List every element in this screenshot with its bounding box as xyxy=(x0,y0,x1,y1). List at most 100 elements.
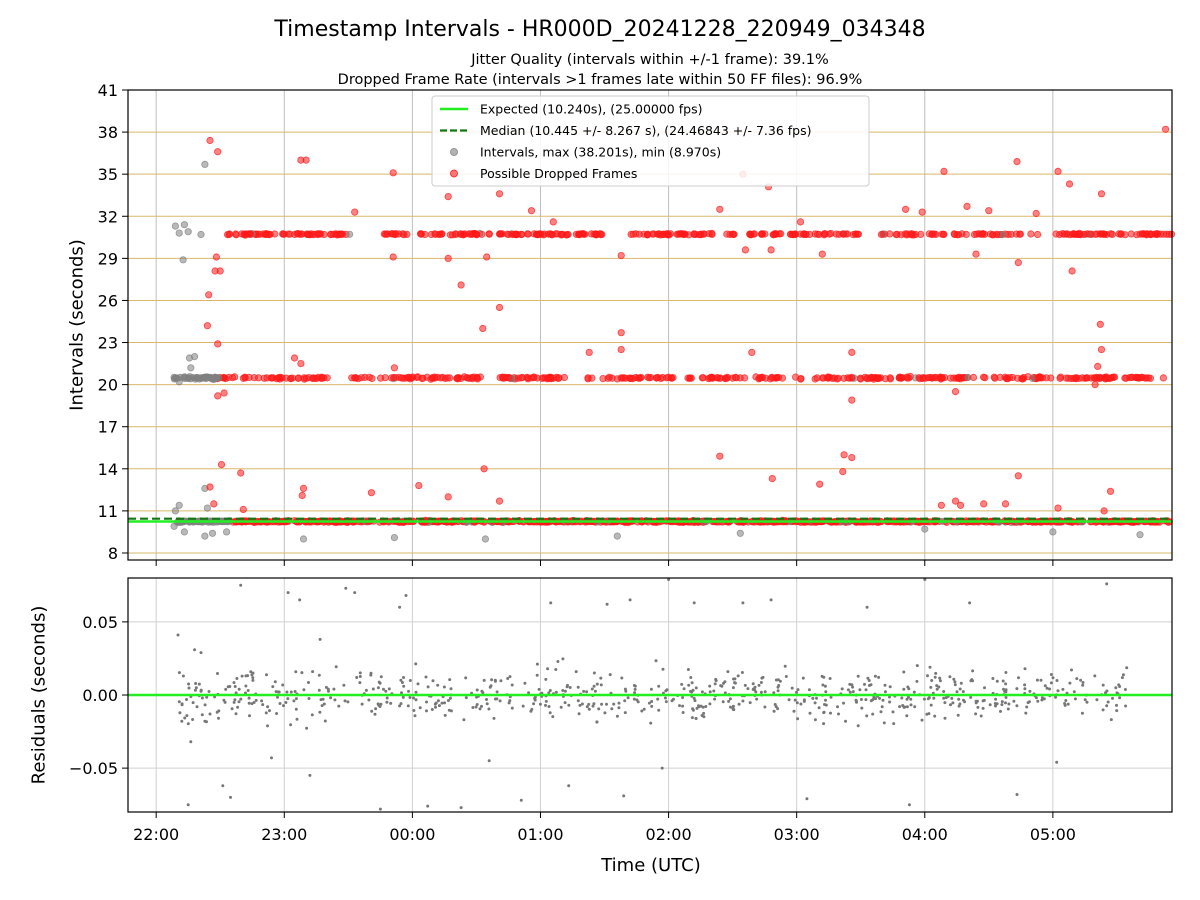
x-tick-label-4: 02:00 xyxy=(646,825,692,844)
residual-outlier-42 xyxy=(1105,582,1109,586)
residual-point-623 xyxy=(994,697,998,701)
x-tick-label-6: 04:00 xyxy=(902,825,948,844)
dropped-frame-point-1-392 xyxy=(954,374,962,382)
residual-point-688 xyxy=(623,699,627,703)
residual-point-700 xyxy=(623,711,627,715)
residual-point-116 xyxy=(763,690,767,694)
residual-point-445 xyxy=(593,689,597,693)
residual-outlier-0 xyxy=(176,633,180,637)
residual-point-242 xyxy=(433,702,437,706)
residual-point-425 xyxy=(1036,699,1040,703)
residual-point-367 xyxy=(848,682,852,686)
residual-point-373 xyxy=(448,678,452,682)
residual-point-339 xyxy=(1015,687,1019,691)
residual-point-518 xyxy=(177,671,181,675)
residual-point-49 xyxy=(1049,673,1053,676)
dropped-frame-point-1-373 xyxy=(996,373,1004,381)
dropped-frame-point-1-419 xyxy=(654,373,662,382)
residual-point-661 xyxy=(976,705,980,709)
residual-point-236 xyxy=(723,691,727,695)
residual-point-192 xyxy=(418,706,422,710)
residual-point-37 xyxy=(1017,676,1020,680)
residual-point-459 xyxy=(697,704,700,708)
residual-point-678 xyxy=(587,702,591,706)
dropped-frame-point-2-419 xyxy=(938,230,946,238)
residual-point-524 xyxy=(400,681,404,684)
dropped-frame-point-2-378 xyxy=(901,230,909,238)
residual-point-580 xyxy=(783,664,787,668)
residual-outlier-9 xyxy=(229,795,232,799)
residual-point-517 xyxy=(1043,684,1047,688)
residual-point-136 xyxy=(554,668,558,671)
residual-point-333 xyxy=(442,685,446,689)
chart-subtitle-dropped: Dropped Frame Rate (intervals >1 frames … xyxy=(338,72,863,88)
residual-point-73 xyxy=(183,716,187,720)
residual-point-543 xyxy=(332,687,336,691)
residual-point-70 xyxy=(268,709,271,713)
residual-point-692 xyxy=(251,678,255,682)
dropped-frame-point-1-381 xyxy=(514,374,522,382)
dropped-frame-point-1-318 xyxy=(1144,374,1153,382)
dropped-frame-point-1-292 xyxy=(250,374,258,382)
residual-point-437 xyxy=(929,685,933,689)
interval-outlier-21 xyxy=(390,533,398,542)
residual-point-332 xyxy=(244,674,248,678)
dropped-frame-point-2-400 xyxy=(435,230,443,238)
residual-point-489 xyxy=(187,682,191,686)
dropped-frame-point-2-354 xyxy=(958,230,966,238)
residual-point-673 xyxy=(1004,682,1008,686)
residual-point-354 xyxy=(702,715,706,719)
residual-point-630 xyxy=(487,707,491,711)
legend-label-1: Median (10.445 +/- 8.267 s), (24.46843 +… xyxy=(480,123,811,138)
residual-point-287 xyxy=(546,667,550,671)
dropped-frame-point-2-338 xyxy=(813,230,822,238)
dropped-frame-outlier-6 xyxy=(495,190,504,198)
dropped-frame-outlier-39 xyxy=(585,348,593,356)
dropped-frame-point-1-356 xyxy=(874,374,882,383)
residual-point-553 xyxy=(239,697,243,701)
residual-point-47 xyxy=(909,697,913,701)
residual-point-60 xyxy=(376,686,380,690)
residual-point-254 xyxy=(1004,696,1008,699)
residual-point-292 xyxy=(1101,683,1105,687)
residual-point-535 xyxy=(654,659,658,663)
residual-point-570 xyxy=(929,703,933,707)
residual-point-244 xyxy=(177,700,181,704)
dropped-frame-outlier-72 xyxy=(1014,258,1022,267)
residual-point-218 xyxy=(873,674,877,678)
residual-point-628 xyxy=(436,683,440,687)
dropped-frame-point-1-370 xyxy=(1024,373,1032,381)
residual-point-64 xyxy=(284,701,288,704)
dropped-frame-point-1-386 xyxy=(294,374,303,382)
x-tick-label-0: 22:00 xyxy=(133,825,179,844)
residual-point-362 xyxy=(649,687,653,691)
residual-outlier-12 xyxy=(286,591,290,595)
dropped-frame-point-1-201 xyxy=(381,374,389,382)
residual-point-505 xyxy=(974,712,978,716)
residual-point-409 xyxy=(234,691,238,695)
residual-point-324 xyxy=(913,705,917,709)
residual-point-306 xyxy=(772,691,776,695)
residual-point-414 xyxy=(813,718,817,722)
residual-point-707 xyxy=(485,702,489,706)
residual-point-357 xyxy=(230,707,234,711)
dropped-frame-point-1-352 xyxy=(260,374,268,382)
residual-point-372 xyxy=(948,675,952,679)
residual-point-335 xyxy=(955,690,959,694)
residuals-y-axis-label: Residuals (seconds) xyxy=(28,606,49,785)
residual-point-527 xyxy=(582,689,586,693)
residual-point-587 xyxy=(185,714,189,718)
residual-point-608 xyxy=(587,707,591,711)
residual-point-289 xyxy=(401,695,405,699)
dropped-frame-point-1-241 xyxy=(881,375,890,383)
residual-point-635 xyxy=(311,670,315,674)
legend-label-3: Possible Dropped Frames xyxy=(480,166,637,181)
dropped-frame-point-2-403 xyxy=(523,230,532,238)
residual-point-516 xyxy=(590,687,594,691)
residual-point-93 xyxy=(178,711,182,715)
residual-point-550 xyxy=(952,677,956,681)
dropped-frame-outlier-0 xyxy=(206,136,214,145)
residual-point-483 xyxy=(322,702,326,706)
dropped-frame-point-1-406 xyxy=(774,373,783,382)
residual-point-92 xyxy=(561,657,565,661)
